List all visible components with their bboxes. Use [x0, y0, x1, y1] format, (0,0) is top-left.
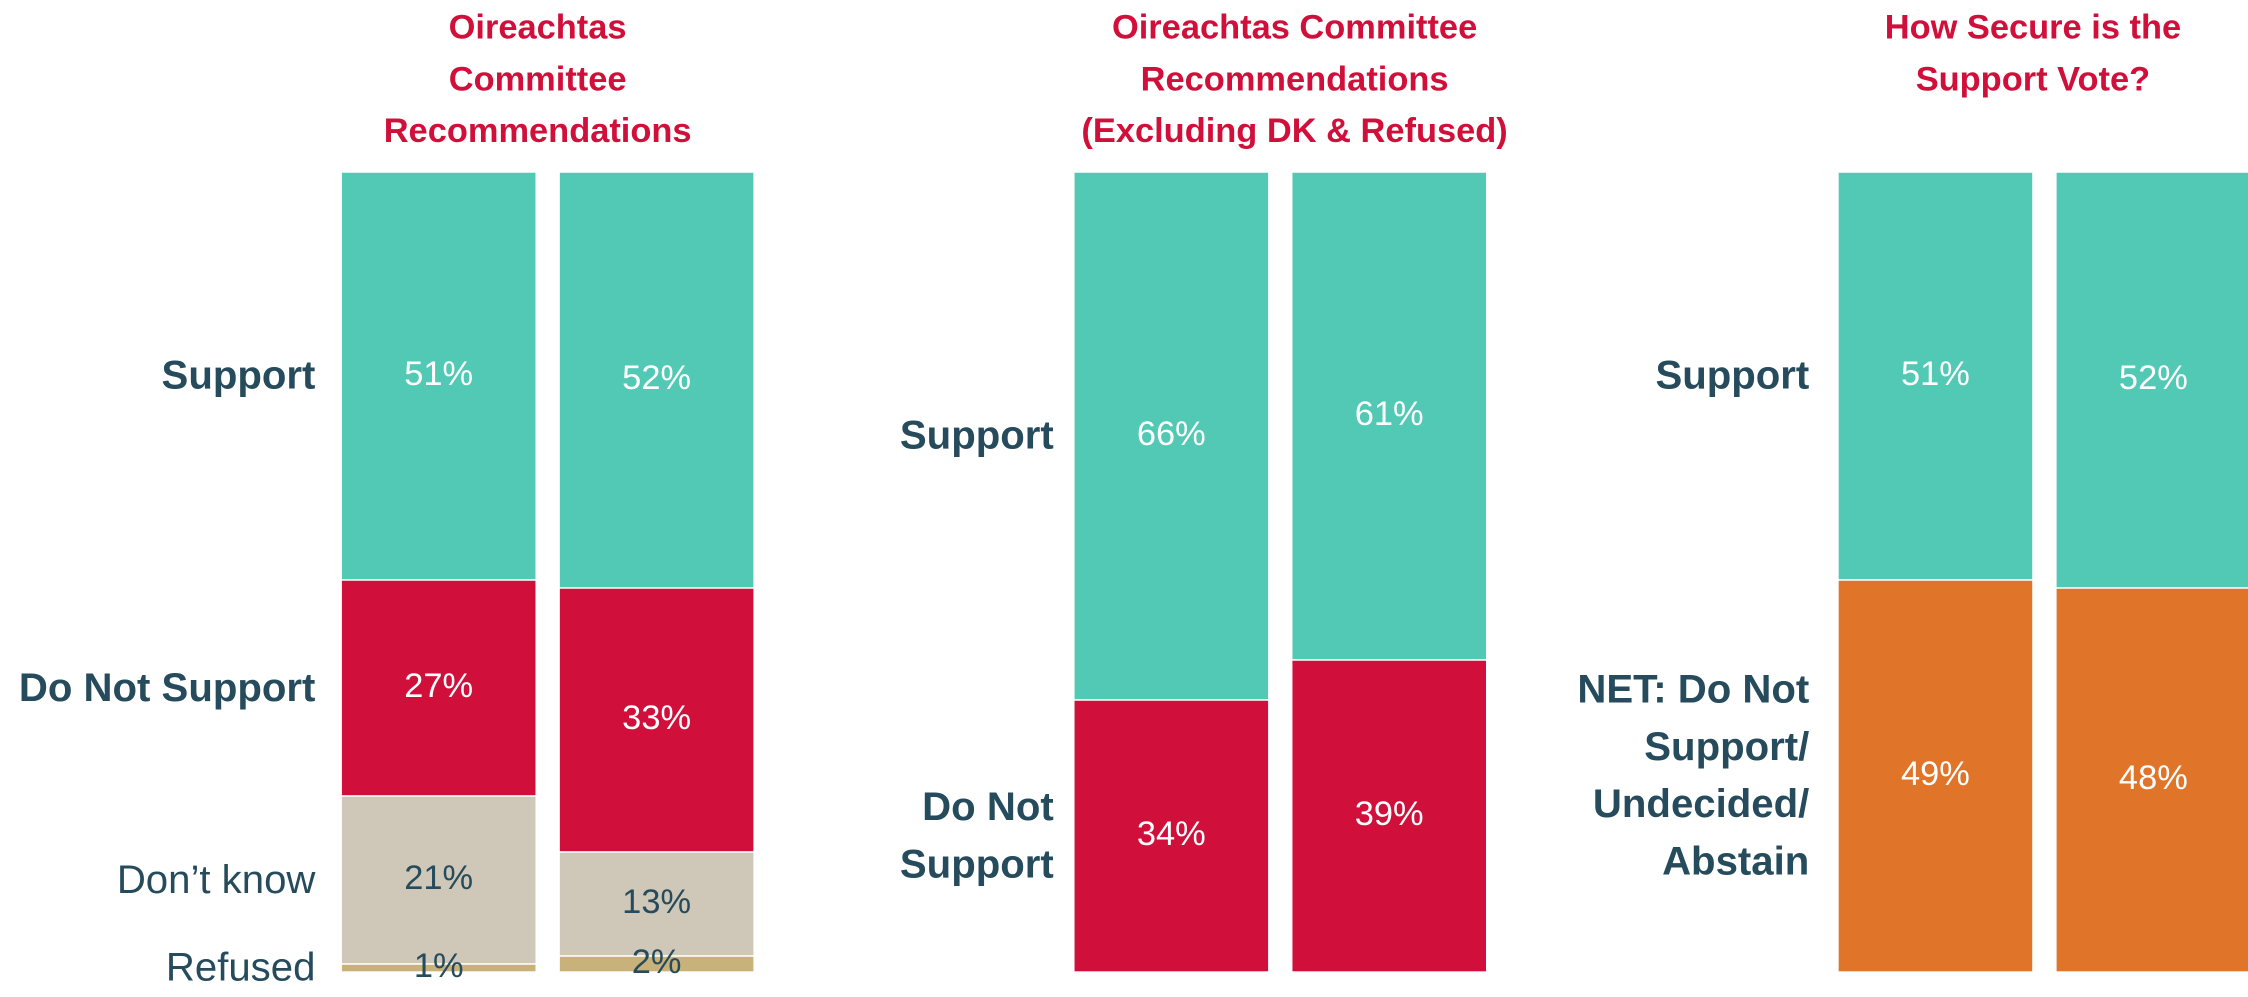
legend-label: Don’t know: [116, 857, 316, 902]
value-label: 13%: [622, 883, 691, 921]
bar-segment: [1837, 579, 2034, 973]
bar-segment: [1291, 659, 1488, 973]
legend-label: Do Not Support: [899, 784, 1054, 887]
value-label: 39%: [1355, 795, 1424, 833]
value-label: 34%: [1137, 815, 1206, 853]
bar-segment: [340, 579, 537, 797]
bar-segment: [340, 963, 537, 973]
value-label: 27%: [404, 667, 473, 705]
value-label: 33%: [622, 699, 691, 737]
legend-label: Refused: [165, 945, 316, 990]
value-label: 61%: [1355, 395, 1424, 433]
chart-title: How Secure is the Support Vote?: [1884, 8, 2182, 99]
legend-label: Support: [1655, 353, 1810, 398]
value-label: 51%: [1901, 355, 1970, 393]
bar-segment: [2055, 171, 2248, 589]
bar-segment: [1073, 171, 1270, 701]
value-label: 66%: [1137, 415, 1206, 453]
legend-label: Support: [899, 413, 1054, 458]
bar-segment: [2055, 587, 2248, 973]
chart-title: Oireachtas Committee Recommendations (Ex…: [1081, 8, 1508, 151]
bar-segment: [558, 955, 755, 973]
legend-label: Support: [161, 353, 316, 398]
value-label: 2%: [632, 943, 682, 981]
value-label: 1%: [414, 947, 464, 985]
value-label: 48%: [2119, 759, 2188, 797]
chart-title: Oireachtas Committee Recommendations: [383, 8, 692, 151]
bar-segment: [340, 171, 537, 581]
value-label: 52%: [622, 359, 691, 397]
bar-segment: [340, 795, 537, 965]
legend-label: NET: Do Not Support/ Undecided/ Abstain: [1577, 667, 1810, 884]
bar-segment: [1291, 171, 1488, 661]
bar-segment: [1073, 699, 1270, 973]
value-label: 21%: [404, 859, 473, 897]
value-label: 49%: [1901, 755, 1970, 793]
bar-segment: [558, 851, 755, 957]
value-label: 51%: [404, 355, 473, 393]
bar-segment: [1837, 171, 2034, 581]
bar-segment: [558, 171, 755, 589]
legend-label: Do Not Support: [18, 665, 316, 710]
value-label: 52%: [2119, 359, 2188, 397]
